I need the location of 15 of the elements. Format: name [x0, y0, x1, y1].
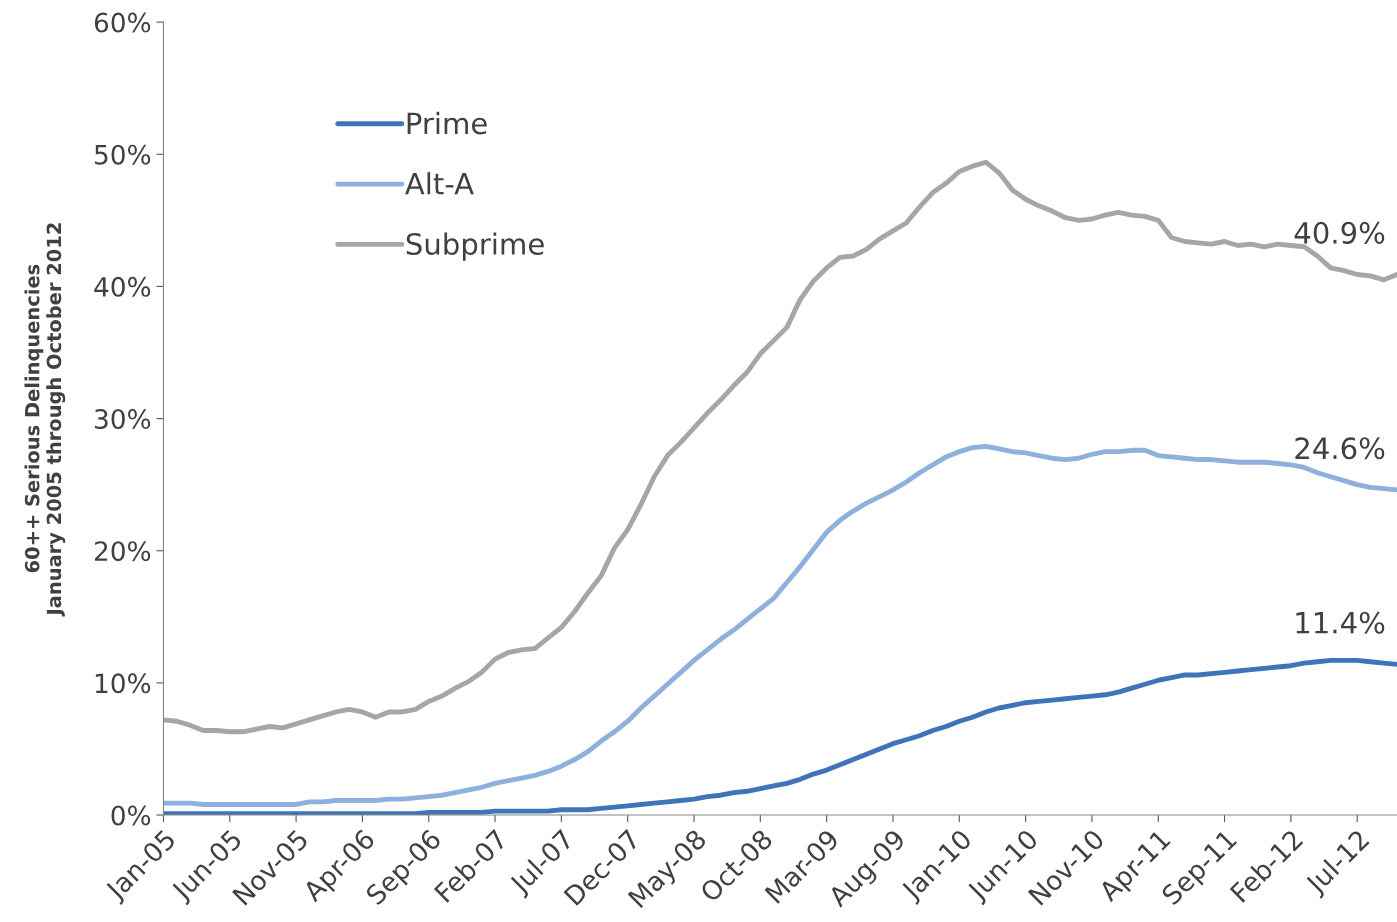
legend-label: Prime: [407, 111, 487, 135]
legend-label: Alt-A: [405, 172, 474, 195]
y-tick-label: 60%: [94, 12, 151, 33]
annotation: 11.4%: [1296, 611, 1385, 634]
annotation: 40.9%: [1294, 221, 1385, 244]
y-tick-label: 10%: [95, 673, 151, 694]
line-series: [163, 159, 1397, 735]
y-tick-label: 20%: [94, 541, 151, 562]
y-axis-title: 60++ Serious Delinquencies January 2005 through October 2012: [24, 223, 66, 617]
y-tick-label: 0%: [111, 805, 151, 826]
annotation: 24.6%: [1295, 437, 1385, 460]
legend-label: Subprime: [406, 232, 544, 261]
y-tick-label: 30%: [95, 409, 151, 429]
y-tick-label: 40%: [94, 276, 151, 297]
y-tick-label: 50%: [95, 144, 151, 165]
